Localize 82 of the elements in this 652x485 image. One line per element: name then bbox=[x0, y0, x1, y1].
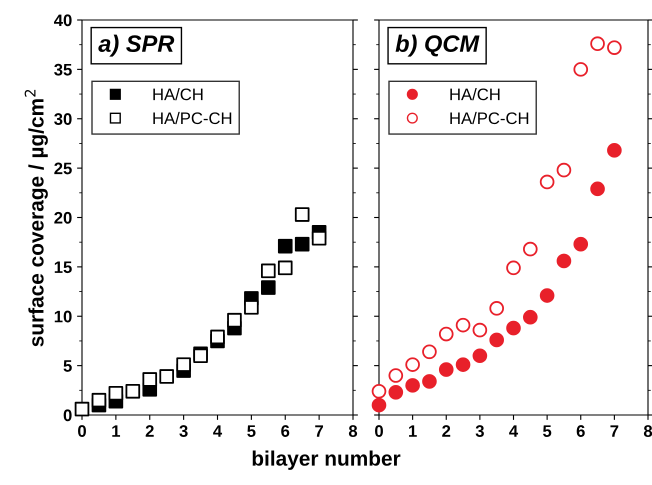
point bbox=[312, 230, 326, 246]
y-tick-label: 30 bbox=[54, 113, 72, 125]
x-tick-label: 3 bbox=[476, 425, 484, 437]
point bbox=[244, 300, 259, 315]
point bbox=[506, 260, 521, 276]
point bbox=[278, 238, 293, 254]
legend-label: HA/PC-CH bbox=[450, 112, 528, 124]
point bbox=[590, 182, 605, 196]
point bbox=[159, 369, 174, 384]
y-axis-title: surface coverage / µg/cm$^{2}$ bbox=[24, 90, 48, 347]
point bbox=[556, 162, 572, 178]
legend-label: HA/CH bbox=[450, 88, 500, 100]
x-tick-label: 5 bbox=[247, 425, 256, 437]
point bbox=[210, 330, 225, 344]
y-tick-label: 15 bbox=[54, 261, 72, 274]
x-axis-title: bilayer number bbox=[252, 450, 400, 470]
point bbox=[126, 384, 140, 399]
y-tick-label: 10 bbox=[54, 310, 72, 322]
x-tick-label: 2 bbox=[442, 425, 450, 437]
point bbox=[523, 242, 538, 256]
point bbox=[74, 402, 90, 416]
point bbox=[540, 288, 554, 303]
point bbox=[590, 36, 605, 52]
point bbox=[456, 357, 470, 372]
point bbox=[438, 326, 454, 342]
point bbox=[506, 320, 521, 336]
x-tick-label: 3 bbox=[179, 425, 188, 437]
point bbox=[573, 236, 588, 252]
point bbox=[294, 207, 310, 222]
point bbox=[607, 143, 622, 158]
point bbox=[556, 254, 572, 268]
x-tick-label: 1 bbox=[112, 425, 120, 437]
x-tick-label: 1 bbox=[409, 425, 417, 437]
y-tick-label: 35 bbox=[54, 64, 72, 76]
x-tick-label: 7 bbox=[610, 425, 618, 437]
point bbox=[142, 372, 158, 387]
y-tick-label: 5 bbox=[64, 360, 72, 372]
y-tick-label: 25 bbox=[54, 162, 72, 174]
x-tick-label: 6 bbox=[281, 425, 290, 437]
y-tick-label: 20 bbox=[54, 212, 72, 224]
point bbox=[489, 332, 504, 348]
point bbox=[472, 348, 488, 364]
x-tick-label: 0 bbox=[375, 425, 383, 437]
point bbox=[294, 236, 310, 252]
y-tick-label: 0 bbox=[64, 409, 72, 422]
y-tick-label: 40 bbox=[54, 14, 72, 26]
x-tick-label: 5 bbox=[543, 425, 552, 437]
point bbox=[372, 398, 386, 412]
point bbox=[422, 344, 437, 360]
x-tick-label: 8 bbox=[644, 425, 652, 437]
point bbox=[176, 357, 191, 372]
x-tick-label: 8 bbox=[348, 425, 358, 437]
point bbox=[108, 386, 124, 401]
point bbox=[607, 40, 622, 55]
x-tick-label: 2 bbox=[146, 425, 154, 437]
point bbox=[261, 280, 276, 295]
point bbox=[278, 260, 293, 276]
x-tick-label: 7 bbox=[315, 425, 324, 437]
annotation: b) QCM bbox=[396, 34, 480, 57]
point bbox=[422, 374, 437, 389]
point bbox=[405, 357, 420, 372]
point bbox=[405, 378, 420, 393]
x-tick-label: 6 bbox=[576, 425, 585, 437]
point bbox=[489, 301, 504, 316]
point bbox=[261, 264, 276, 278]
point bbox=[540, 174, 554, 190]
point bbox=[438, 362, 454, 377]
point bbox=[388, 368, 404, 383]
x-tick-label: 0 bbox=[78, 425, 86, 437]
legend-label: HA/CH bbox=[153, 88, 202, 100]
point bbox=[523, 310, 538, 325]
point bbox=[472, 322, 488, 338]
legend-label: HA/PC-CH bbox=[153, 112, 232, 124]
point bbox=[388, 384, 404, 400]
point bbox=[573, 62, 588, 77]
annotation: a) SPR bbox=[98, 34, 174, 57]
x-tick-label: 4 bbox=[213, 425, 222, 437]
point bbox=[372, 384, 386, 399]
point bbox=[456, 318, 470, 332]
point bbox=[227, 312, 242, 328]
point bbox=[92, 392, 106, 408]
x-tick-label: 4 bbox=[509, 425, 518, 437]
